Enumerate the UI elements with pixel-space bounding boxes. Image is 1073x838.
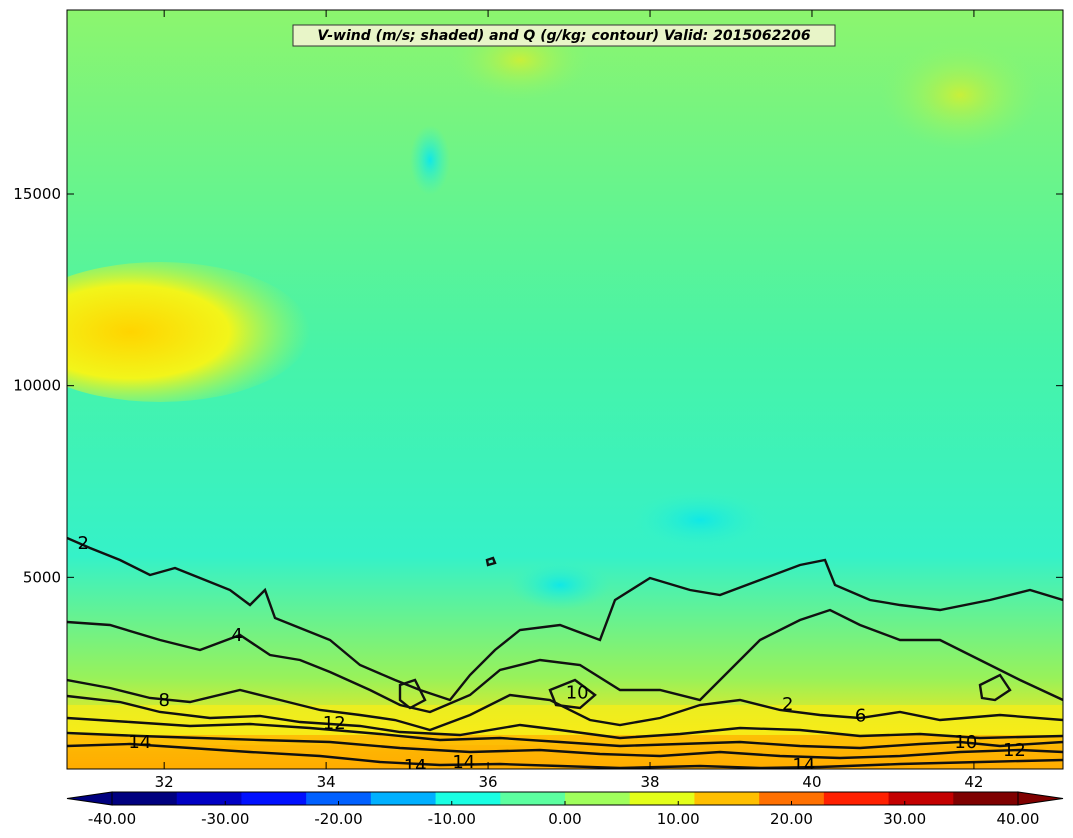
q-contour-12: [67, 731, 1063, 760]
y-tick-label: 10000: [13, 377, 61, 395]
contour-label: 14: [128, 732, 151, 753]
colorbar-swatch: [759, 792, 825, 805]
x-axis: 32 34 36 38 40 42: [155, 10, 983, 791]
colorbar-extend-low: [66, 791, 113, 806]
colorbar-tick-label: 30.00: [883, 810, 926, 828]
y-tick-label: 15000: [13, 185, 61, 203]
colorbar-tick-label: 40.00: [997, 810, 1040, 828]
mid-level-wind-min: [630, 490, 770, 550]
colorbar-swatch: [176, 792, 242, 805]
x-tick-label: 42: [964, 773, 983, 791]
colorbar-tick-label: 10.00: [657, 810, 700, 828]
contour-label: 14: [792, 755, 815, 776]
contour-label: 10: [566, 682, 589, 703]
colorbar-swatch: [435, 792, 501, 805]
colorbar-swatch: [370, 792, 437, 805]
contour-label: 14: [452, 752, 475, 773]
contour-label: 12: [1003, 740, 1026, 761]
x-tick-label: 40: [802, 773, 821, 791]
colorbar-swatch: [565, 792, 631, 805]
q-contour-closed: [548, 678, 597, 710]
q-contour-8: [67, 694, 1063, 740]
chart-title: V-wind (m/s; shaded) and Q (g/kg; contou…: [317, 28, 810, 44]
contour-label: 2: [77, 533, 88, 554]
y-tick-label: 5000: [23, 568, 61, 586]
q-contours: [67, 536, 1063, 769]
contour-label: 2: [782, 694, 793, 715]
q-contour-14: [67, 742, 1063, 769]
colorbar-swatch: [241, 792, 307, 805]
x-tick-label: 32: [155, 773, 174, 791]
colorbar-tick-label: 20.00: [770, 810, 813, 828]
mid-level-wind-min: [510, 560, 610, 610]
colorbar-swatch: [112, 792, 178, 805]
contour-label: 14: [404, 756, 427, 777]
contour-label: 8: [158, 690, 169, 711]
colorbar-extend-high: [1017, 791, 1064, 806]
colorbar-swatch: [953, 792, 1019, 805]
upper-green-patch: [880, 40, 1040, 150]
mid-level-wind-min: [410, 125, 450, 195]
title-box: V-wind (m/s; shaded) and Q (g/kg; contou…: [292, 24, 836, 47]
q-contour-6: [67, 678, 1063, 732]
q-contour-closed: [485, 556, 497, 567]
colorbar-swatch: [823, 792, 890, 805]
plot-area: 2 4 8 12 14 14 14 10 2 6 14 10 12: [67, 10, 1063, 777]
colorbar-swatch: [306, 792, 372, 805]
contour-label: 10: [954, 732, 977, 753]
colorbar-tick-label: 0.00: [548, 810, 581, 828]
contour-label: 12: [323, 713, 346, 734]
plot-frame: [66, 9, 1064, 770]
colorbar-swatch: [629, 792, 695, 805]
title-background: [292, 24, 836, 47]
colorbar-swatch: [694, 792, 760, 805]
q-contour-closed: [978, 673, 1012, 702]
colorbar-tick-label: -20.00: [314, 810, 362, 828]
colorbar-tick-label: -30.00: [201, 810, 249, 828]
contour-labels: 2 4 8 12 14 14 14 10 2 6 14 10 12: [77, 533, 1026, 777]
upper-left-wind-max: [67, 262, 310, 402]
q-contour-4: [67, 608, 1063, 714]
x-tick-label: 36: [479, 773, 498, 791]
colorbar-tick-label: -10.00: [428, 810, 476, 828]
q-contour-closed: [398, 678, 427, 710]
colorbar-swatch: [888, 792, 954, 805]
y-axis: 5000 10000 15000: [13, 185, 1063, 586]
x-tick-label: 34: [317, 773, 336, 791]
colorbar: [66, 791, 1064, 806]
colorbar-tick-label: -40.00: [88, 810, 136, 828]
contour-label: 4: [231, 625, 242, 646]
colorbar-ticks: -40.00 -30.00 -20.00 -10.00 0.00 10.00 20.00 30…: [88, 801, 1040, 828]
q-contour-2: [67, 536, 1063, 702]
colorbar-swatch: [500, 792, 566, 805]
contour-label: 6: [855, 705, 866, 726]
q-contour-10: [67, 716, 1063, 750]
x-tick-label: 38: [640, 773, 659, 791]
